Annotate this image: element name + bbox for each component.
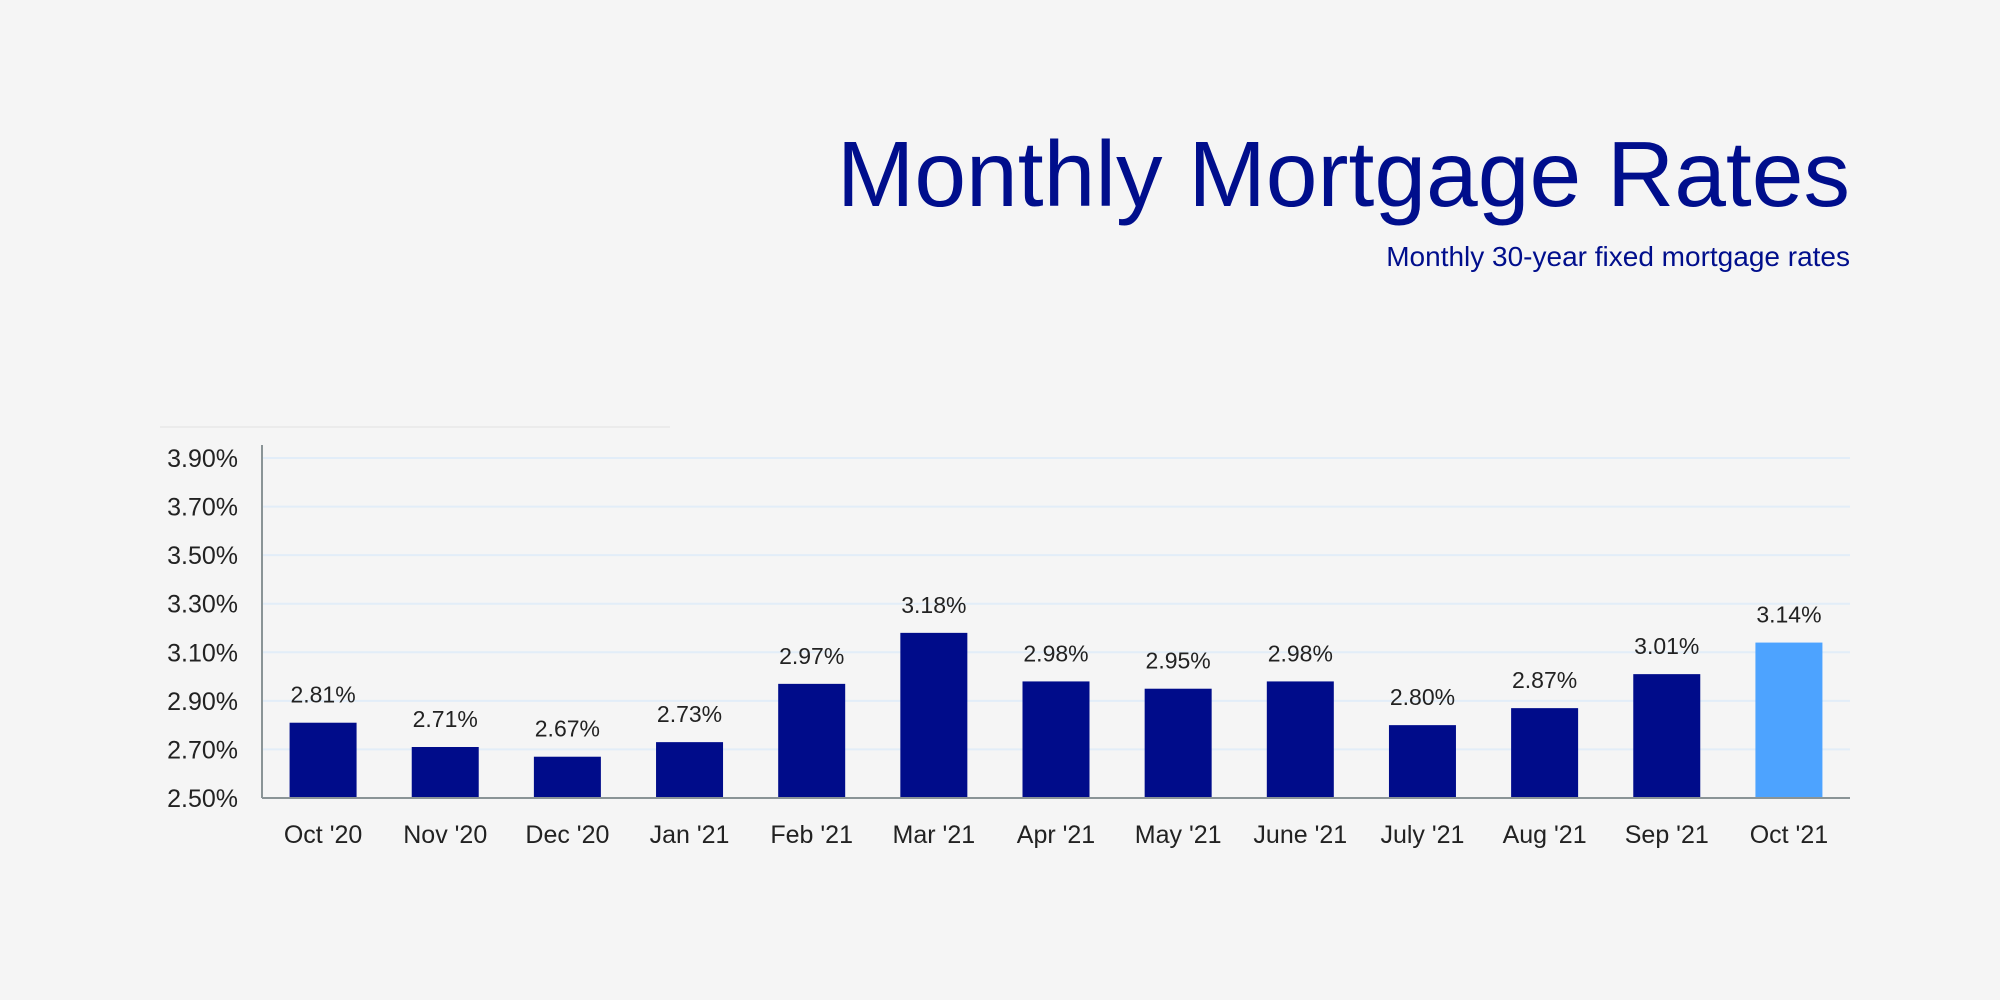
bar [900, 632, 968, 798]
x-tick-label: Nov '20 [403, 821, 487, 849]
x-tick-label: Oct '20 [284, 821, 362, 849]
x-tick-label: Sep '21 [1625, 821, 1709, 849]
data-label: 3.14% [1756, 602, 1821, 628]
x-tick-label: May '21 [1135, 821, 1222, 849]
bar [533, 756, 601, 798]
y-tick-label: 3.50% [167, 542, 238, 570]
bar [1633, 674, 1701, 798]
data-label: 2.95% [1146, 648, 1211, 674]
y-tick-label: 3.70% [167, 494, 238, 522]
bar [1144, 688, 1212, 798]
x-tick-label: Apr '21 [1017, 821, 1095, 849]
y-tick-label: 3.90% [167, 445, 238, 473]
bar [778, 683, 846, 798]
x-tick-label: Jan '21 [650, 821, 730, 849]
data-label: 2.80% [1390, 684, 1455, 710]
x-tick-label: Mar '21 [893, 821, 976, 849]
data-label: 2.81% [290, 682, 355, 708]
bar [1511, 708, 1579, 798]
chart-title: Monthly Mortgage Rates [836, 122, 1850, 226]
bar [1022, 681, 1090, 798]
data-label: 2.98% [1268, 640, 1333, 666]
bar [289, 722, 357, 798]
y-tick-label: 2.90% [167, 688, 238, 716]
x-tick-label: Oct '21 [1750, 821, 1828, 849]
chart-subtitle: Monthly 30-year fixed mortgage rates [1386, 241, 1850, 272]
data-label: 2.73% [657, 701, 722, 727]
bar [1755, 642, 1823, 798]
x-tick-label: Aug '21 [1503, 821, 1587, 849]
bar [1266, 681, 1334, 798]
x-tick-label: June '21 [1253, 821, 1347, 849]
data-label: 2.97% [779, 643, 844, 669]
data-label: 2.98% [1023, 640, 1088, 666]
data-label: 3.18% [901, 592, 966, 618]
data-label: 2.71% [413, 706, 478, 732]
bar [1388, 725, 1456, 798]
x-tick-label: July '21 [1380, 821, 1464, 849]
data-label: 2.87% [1512, 667, 1577, 693]
y-tick-label: 2.70% [167, 736, 238, 764]
y-tick-label: 3.10% [167, 639, 238, 667]
x-tick-label: Feb '21 [770, 821, 853, 849]
y-tick-label: 3.30% [167, 591, 238, 619]
x-tick-label: Dec '20 [525, 821, 609, 849]
data-label: 3.01% [1634, 633, 1699, 659]
y-tick-label: 2.50% [167, 785, 238, 813]
bar [411, 747, 479, 798]
bar [656, 742, 724, 798]
data-label: 2.67% [535, 716, 600, 742]
